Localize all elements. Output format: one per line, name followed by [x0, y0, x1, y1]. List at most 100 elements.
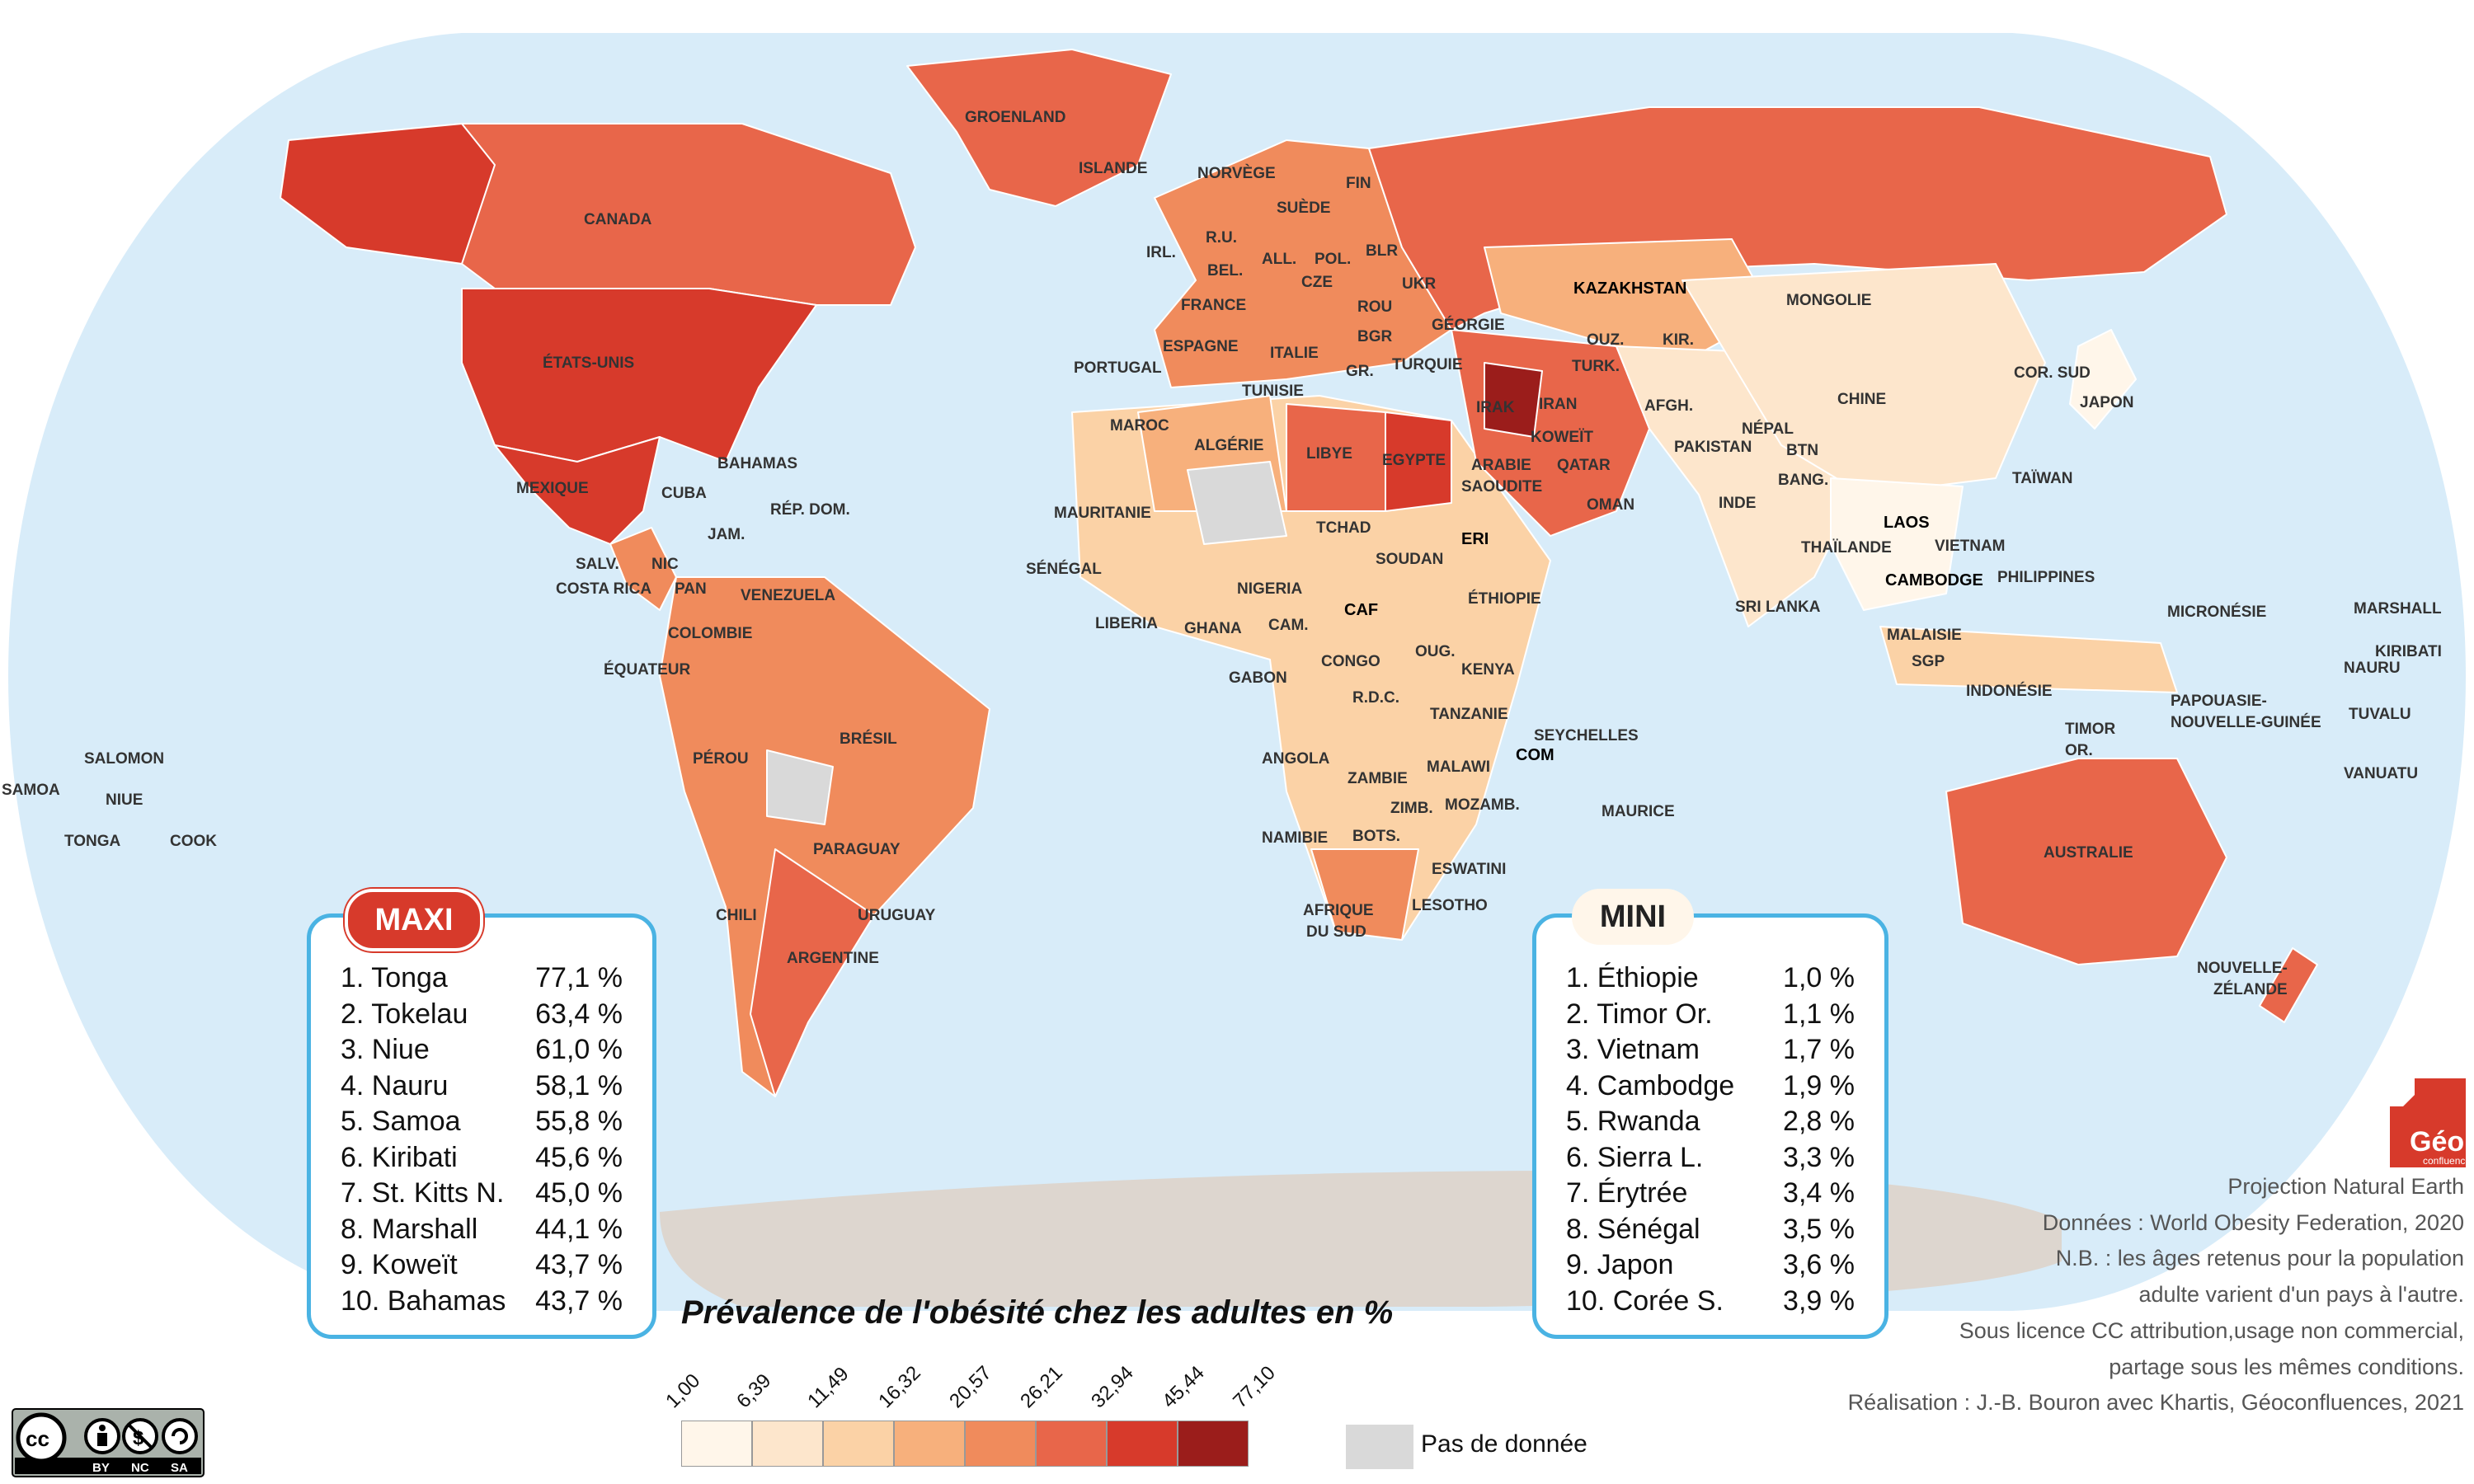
maxi-box: 1. Tonga 77,1 % 2. Tokelau 63,4 % 3. Niue 61,…	[307, 913, 656, 1339]
label-png-1: PAPOUASIE-	[2171, 693, 2267, 710]
label-finland: FIN	[1346, 175, 1371, 192]
label-uganda: OUG.	[1415, 643, 1456, 660]
label-belgium: BEL.	[1207, 262, 1243, 279]
label-spain: ESPAGNE	[1163, 338, 1239, 355]
label-timor-2: OR.	[2065, 742, 2093, 759]
scale-swatch	[894, 1421, 965, 1467]
label-thailand: THAÏLANDE	[1801, 539, 1892, 556]
label-saudi-2: SAOUDITE	[1461, 478, 1542, 495]
label-laos: LAOS	[1884, 514, 1930, 532]
mini-value: 1,9 %	[1783, 1069, 1855, 1101]
nodata-swatch	[1346, 1425, 1413, 1469]
label-uruguay: URUGUAY	[858, 907, 936, 924]
label-cook: COOK	[170, 833, 217, 850]
mini-row: 8. Sénégal 3,5 %	[1566, 1212, 1855, 1248]
mini-value: 3,6 %	[1783, 1249, 1855, 1280]
credit-note-2: adulte varient d'un pays à l'autre.	[2138, 1282, 2464, 1308]
label-portugal: PORTUGAL	[1074, 359, 1162, 377]
label-argentina: ARGENTINE	[787, 950, 879, 967]
region-mexico	[494, 436, 661, 545]
label-singapore: SGP	[1912, 653, 1945, 670]
label-turkmenistan: TURK.	[1572, 358, 1620, 375]
cc-by-label: BY	[92, 1461, 110, 1475]
label-niue: NIUE	[106, 791, 143, 809]
label-kiribati: KIRIBATI	[2375, 643, 2442, 660]
label-china: CHINE	[1837, 391, 1886, 408]
label-bangladesh: BANG.	[1778, 472, 1828, 489]
maxi-row: 4. Nauru 58,1 %	[341, 1068, 623, 1105]
label-kenya: KENYA	[1461, 661, 1515, 679]
label-ukraine: UKR	[1402, 275, 1436, 293]
label-romania: ROU	[1357, 298, 1392, 316]
label-drc: R.D.C.	[1352, 689, 1399, 707]
label-iceland: ISLANDE	[1079, 160, 1147, 177]
label-tuvalu: TUVALU	[2349, 706, 2411, 723]
label-usa: ÉTATS-UNIS	[543, 354, 634, 372]
mini-value: 2,8 %	[1783, 1106, 1855, 1137]
credits-block: Projection Natural Earth Données : World…	[1848, 1169, 2464, 1421]
maxi-country: 9. Koweït	[341, 1249, 458, 1280]
mini-rank-list: 1. Éthiopie 1,0 % 2. Timor Or. 1,1 % 3. Viet…	[1566, 960, 1855, 1319]
label-germany: ALL.	[1262, 251, 1296, 268]
label-samoa: SAMOA	[2, 782, 60, 799]
maxi-row: 5. Samoa 55,8 %	[341, 1104, 623, 1140]
label-south-africa-2: DU SUD	[1306, 923, 1366, 941]
scale-swatch	[1107, 1421, 1178, 1467]
label-lesotho: LESOTHO	[1412, 897, 1488, 914]
label-greenland: GROENLAND	[965, 109, 1065, 126]
label-egypt: EGYPTE	[1382, 452, 1446, 469]
label-kuwait: KOWEÏT	[1531, 429, 1593, 446]
maxi-value: 45,0 %	[535, 1177, 623, 1209]
region-argentina	[750, 848, 875, 1097]
label-zambia: ZAMBIE	[1348, 770, 1408, 787]
label-kazakhstan: KAZAKHSTAN	[1573, 279, 1686, 298]
maxi-row: 10. Bahamas 43,7 %	[341, 1284, 623, 1320]
label-namibia: NAMIBIE	[1262, 829, 1328, 847]
label-angola: ANGOLA	[1262, 750, 1330, 768]
label-timor-1: TIMOR	[2065, 721, 2115, 738]
svg-text:cc: cc	[26, 1426, 49, 1451]
label-oman: OMAN	[1587, 496, 1634, 514]
mini-row: 3. Vietnam 1,7 %	[1566, 1032, 1855, 1068]
sa-icon	[162, 1418, 198, 1454]
label-paraguay: PARAGUAY	[813, 841, 901, 858]
maxi-value: 55,8 %	[535, 1106, 623, 1137]
region-iraq	[1484, 362, 1543, 438]
label-bahamas: BAHAMAS	[717, 455, 797, 472]
scale-swatch	[681, 1421, 752, 1467]
label-mauritius: MAURICE	[1602, 803, 1675, 820]
geoconfluences-logo: Géo confluences	[2390, 1078, 2466, 1167]
label-uzbekistan: OUZ.	[1587, 331, 1624, 349]
label-nz-2: ZÉLANDE	[2213, 980, 2288, 998]
region-alaska	[280, 123, 496, 265]
label-brazil: BRÉSIL	[840, 730, 897, 748]
label-micronesia: MICRONÉSIE	[2167, 603, 2266, 621]
scale-swatch	[752, 1421, 823, 1467]
region-egypt	[1385, 411, 1452, 512]
maxi-row: 2. Tokelau 63,4 %	[341, 997, 623, 1033]
label-afghanistan: AFGH.	[1644, 397, 1693, 415]
label-india: INDE	[1719, 495, 1756, 512]
mini-country: 3. Vietnam	[1566, 1034, 1700, 1065]
mini-country: 6. Sierra L.	[1566, 1141, 1704, 1173]
logo-text: Géo	[2410, 1126, 2464, 1158]
label-eswatini: ESWATINI	[1432, 861, 1506, 878]
label-tunisia: TUNISIE	[1242, 383, 1304, 400]
label-kyrgyzstan: KIR.	[1663, 331, 1694, 349]
credit-license-2: partage sous les mêmes conditions.	[2109, 1354, 2464, 1379]
label-zimbabwe: ZIMB.	[1390, 800, 1433, 817]
region-bolivia	[766, 749, 834, 825]
label-seychelles: SEYCHELLES	[1534, 727, 1639, 744]
credit-author: Réalisation : J.-B. Bouron avec Khartis,…	[1847, 1390, 2464, 1416]
label-ecuador: ÉQUATEUR	[604, 660, 690, 679]
label-peru: PÉROU	[693, 749, 749, 768]
label-iraq: IRAK	[1476, 399, 1515, 416]
mini-row: 2. Timor Or. 1,1 %	[1566, 997, 1855, 1033]
mini-value: 1,0 %	[1783, 962, 1855, 993]
label-czechia: CZE	[1301, 274, 1333, 291]
maxi-value: 77,1 %	[535, 962, 623, 993]
label-south-africa-1: AFRIQUE	[1303, 902, 1374, 919]
label-south-korea: COR. SUD	[2014, 364, 2091, 382]
label-dominican-republic: RÉP. DOM.	[770, 500, 850, 519]
label-sudan: SOUDAN	[1376, 551, 1443, 568]
